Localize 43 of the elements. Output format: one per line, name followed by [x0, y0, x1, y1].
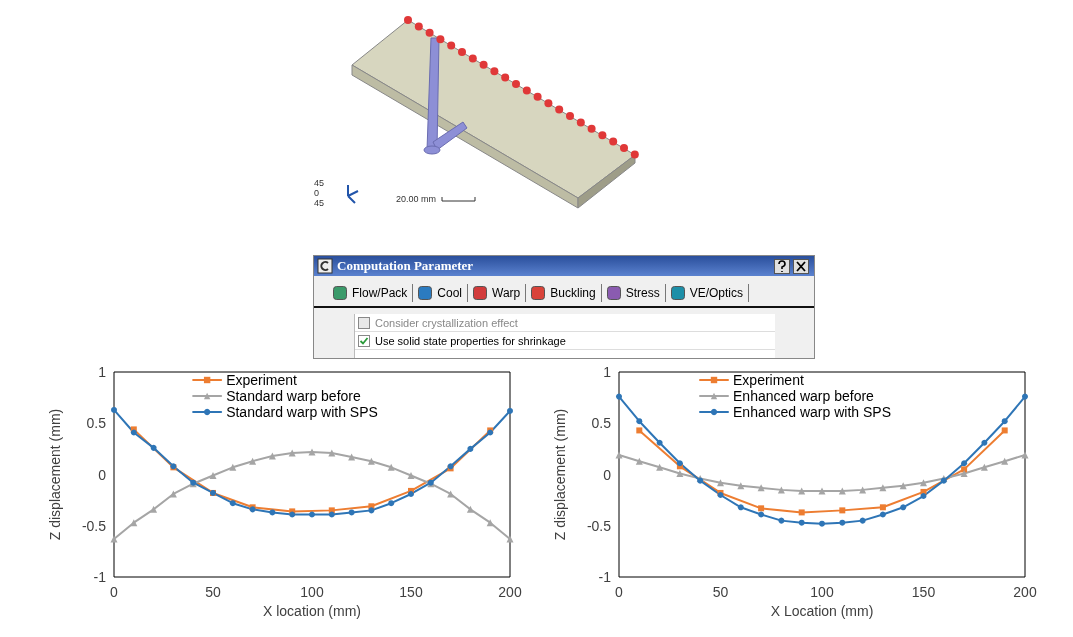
- text: VE/Optics: [689, 286, 744, 300]
- text: Flow/Pack: [352, 286, 408, 300]
- text: 0: [314, 188, 320, 198]
- text: 20.00 mm: [396, 194, 437, 204]
- legend-label: Standard warp with SPS: [226, 404, 378, 420]
- x-tick-label: 200: [1013, 584, 1037, 600]
- text: 45: [314, 178, 325, 188]
- x-axis-title: X location (mm): [262, 602, 362, 619]
- y-tick-label: -0.5: [81, 517, 107, 534]
- text: Warp: [492, 286, 521, 300]
- legend-label: Enhanced warp with SPS: [733, 404, 891, 420]
- x-tick-label: 50: [205, 584, 221, 600]
- y-tick-label: 0.5: [591, 415, 612, 432]
- text: Buckling: [550, 286, 596, 300]
- y-tick-label: -0.5: [586, 517, 612, 534]
- x-tick-label: 0: [615, 584, 624, 600]
- y-axis-title: Z displacement (mm): [47, 408, 63, 541]
- x-axis-title: X Location (mm): [770, 602, 874, 619]
- legend-label: Experiment: [733, 372, 804, 388]
- y-tick-label: 0: [603, 466, 612, 483]
- text: Computation Parameter: [337, 258, 474, 274]
- text: 45: [314, 198, 325, 208]
- text: Use solid state properties for shrinkage: [375, 334, 566, 347]
- y-axis-title: Z displacement (mm): [552, 408, 568, 541]
- x-tick-label: 100: [810, 584, 834, 600]
- y-tick-label: -1: [598, 569, 612, 585]
- text: Consider crystallization effect: [375, 316, 518, 329]
- y-tick-label: 1: [603, 364, 612, 380]
- legend-label: Enhanced warp before: [733, 388, 875, 404]
- text: Stress: [625, 286, 660, 300]
- x-tick-label: 100: [300, 584, 324, 600]
- y-tick-label: 0: [98, 466, 107, 483]
- x-tick-label: 50: [712, 584, 729, 600]
- legend-label: Experiment: [226, 372, 298, 388]
- text: Cool: [437, 286, 463, 300]
- y-tick-label: -1: [93, 569, 107, 585]
- x-tick-label: 150: [911, 584, 936, 600]
- x-tick-label: 150: [399, 584, 423, 600]
- x-tick-label: 200: [498, 584, 522, 600]
- x-tick-label: 0: [110, 584, 119, 600]
- legend-label: Standard warp before: [226, 388, 361, 404]
- y-tick-label: 0.5: [86, 415, 107, 432]
- y-tick-label: 1: [98, 364, 107, 380]
